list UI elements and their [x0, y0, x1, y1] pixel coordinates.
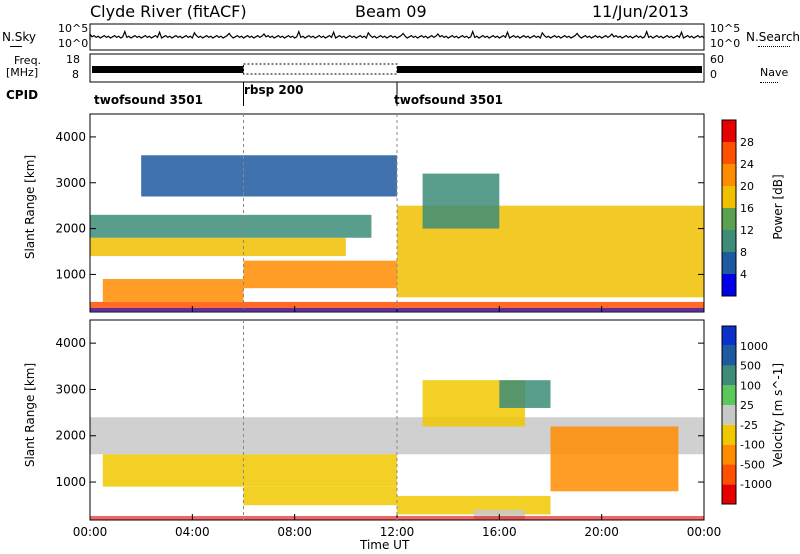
data-region: [90, 237, 346, 257]
nsearch-dots: [758, 46, 790, 47]
freq-tick-bottom: 8: [72, 68, 79, 81]
nave-tick-top: 60: [710, 53, 724, 66]
power-colorbar-swatch: [722, 120, 736, 142]
velocity-colorbar-swatch: [722, 345, 736, 366]
nsky-tick-bottom: 10^0: [58, 37, 89, 50]
x-tick-label: 00:00: [687, 525, 722, 539]
freq-label-2: [MHz]: [6, 66, 39, 79]
cpid-segment-label: twofsound 3501: [394, 93, 503, 107]
nsky-strip-frame: [89, 23, 705, 51]
data-region: [243, 486, 397, 506]
velocity-colorbar-swatch: [722, 405, 736, 425]
velocity-colorbar-tick: -1000: [740, 478, 772, 491]
power-colorbar-tick: 8: [740, 246, 747, 259]
power-colorbar-swatch: [722, 164, 736, 186]
x-tick-label: 12:00: [380, 525, 415, 539]
power-colorbar-tick: 4: [740, 268, 747, 281]
velocity-colorbar-swatch: [722, 365, 736, 386]
nsearch-tick-bottom: 10^0: [710, 37, 741, 50]
data-region: [102, 454, 398, 487]
x-tick-label: 00:00: [73, 525, 108, 539]
rbsp-freq-box: [243, 63, 398, 75]
velocity-colorbar-swatch: [722, 444, 736, 465]
power-colorbar-swatch: [722, 142, 736, 164]
nave-tick-bottom: 0: [710, 68, 717, 81]
power-colorbar-label: Power [dB]: [771, 174, 785, 240]
velocity-colorbar-label: Velocity [m s^-1]: [771, 362, 785, 467]
velocity-colorbar-swatch: [722, 484, 736, 504]
nave-dots: [760, 82, 778, 83]
cpid-label: CPID: [6, 88, 39, 102]
power-colorbar-tick: 12: [740, 224, 754, 237]
data-region: [141, 155, 397, 197]
nave-label: Nave: [760, 66, 789, 79]
power-colorbar-swatch: [722, 208, 736, 230]
y-tick-label: 1000: [55, 267, 86, 281]
y-tick-label: 1000: [55, 475, 86, 489]
data-region: [243, 260, 397, 289]
power-colorbar-tick: 20: [740, 180, 754, 193]
power-colorbar-swatch: [722, 252, 736, 274]
power-colorbar-frame: [721, 119, 737, 297]
x-tick-label: 08:00: [277, 525, 312, 539]
power-colorbar-tick: 16: [740, 202, 754, 215]
cpid-segment-label: twofsound 3501: [94, 93, 203, 107]
velocity-colorbar-frame: [721, 325, 737, 505]
velocity-panel-ylabel: Slant Range [km]: [23, 362, 37, 468]
nsearch-tick-top: 10^5: [710, 22, 741, 35]
y-tick-label: 3000: [55, 382, 86, 396]
y-tick-label: 4000: [55, 130, 86, 144]
data-region: [102, 279, 244, 302]
y-tick-label: 4000: [55, 336, 86, 350]
station-title: Clyde River (fitACF): [90, 2, 247, 21]
freq-label-1: Freq.: [14, 54, 42, 67]
x-axis-title: Time UT: [360, 538, 410, 552]
y-tick-label: 2000: [55, 222, 86, 236]
power-colorbar-swatch: [722, 230, 736, 252]
velocity-colorbar-tick: -500: [740, 458, 765, 471]
y-tick-label: 2000: [55, 429, 86, 443]
velocity-colorbar-tick: 100: [740, 379, 761, 392]
velocity-colorbar-swatch: [722, 385, 736, 406]
nsky-tick-top: 10^5: [58, 22, 89, 35]
beam-title: Beam 09: [355, 2, 427, 21]
velocity-colorbar-tick: -25: [740, 419, 758, 432]
velocity-colorbar-tick: 25: [740, 399, 754, 412]
x-tick-label: 20:00: [584, 525, 619, 539]
x-tick-label: 16:00: [482, 525, 517, 539]
data-region: [550, 426, 679, 492]
data-region: [499, 380, 551, 408]
y-tick-label: 3000: [55, 176, 86, 190]
velocity-colorbar-tick: 500: [740, 360, 761, 373]
x-tick-label: 04:00: [175, 525, 210, 539]
data-region: [90, 214, 372, 238]
nsky-underline: [10, 46, 22, 47]
power-colorbar-swatch: [722, 186, 736, 208]
velocity-colorbar-tick: 1000: [740, 340, 768, 353]
freq-tick-top: 18: [66, 53, 80, 66]
cpid-segment-label: rbsp 200: [244, 83, 304, 97]
power-colorbar-tick: 24: [740, 158, 754, 171]
nsky-trace: [89, 29, 705, 40]
velocity-colorbar-tick: -100: [740, 439, 765, 452]
power-panel-ylabel: Slant Range [km]: [23, 154, 37, 260]
nsky-label: N.Sky: [2, 30, 37, 44]
velocity-colorbar-swatch: [722, 464, 736, 485]
velocity-colorbar-swatch: [722, 326, 736, 346]
nsearch-label: N.Search: [746, 30, 800, 44]
velocity-colorbar-swatch: [722, 424, 736, 445]
date-title: 11/Jun/2013: [592, 2, 689, 21]
power-colorbar-swatch: [722, 274, 736, 296]
data-region: [422, 173, 500, 229]
power-colorbar-tick: 28: [740, 136, 754, 149]
